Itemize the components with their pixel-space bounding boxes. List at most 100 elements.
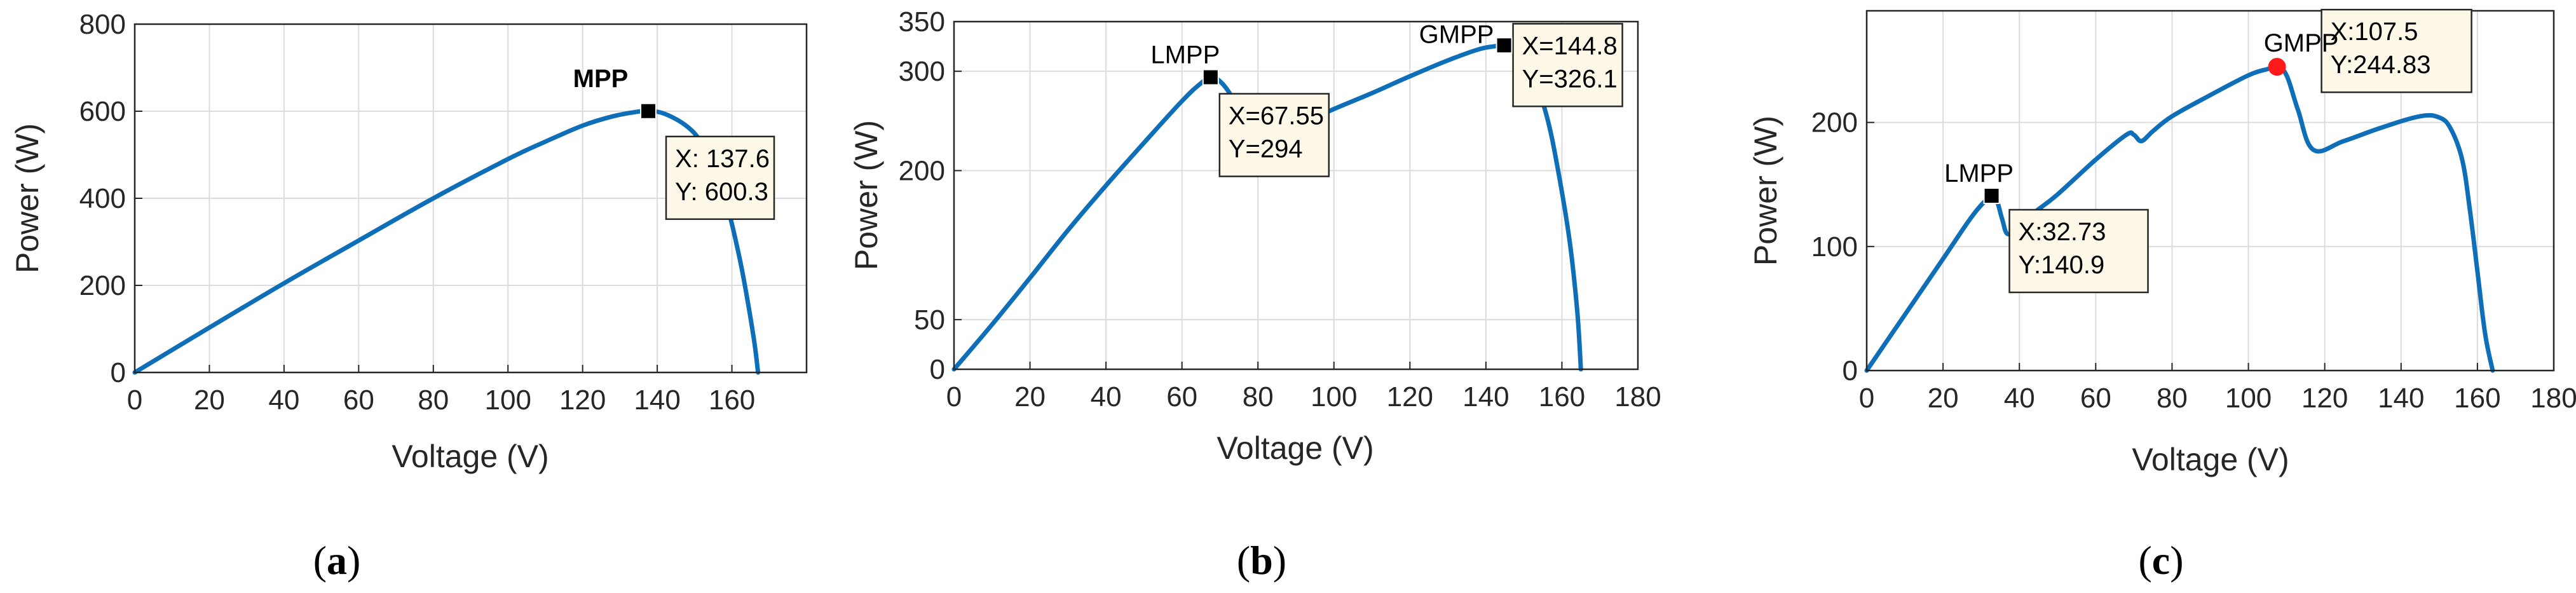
xtick-label: 180 bbox=[1614, 381, 1661, 412]
peak-marker-square bbox=[1496, 37, 1513, 54]
xtick-label: 120 bbox=[2301, 383, 2348, 414]
pv-curve-line bbox=[132, 109, 761, 375]
xtick-label: 20 bbox=[1928, 383, 1959, 414]
datatip-text: Y=294 bbox=[1229, 135, 1303, 163]
datatip-box bbox=[2008, 208, 2149, 294]
datatip: X: 137.6 Y: 600.3 bbox=[665, 135, 775, 221]
ytick-label: 50 bbox=[914, 304, 945, 336]
xtick-label: 180 bbox=[2530, 383, 2576, 414]
ticks-c: 0 20 40 60 80 100 120 140 160 180 0 100 200 bbox=[1811, 107, 2576, 414]
xtick-label: 40 bbox=[2004, 383, 2035, 414]
datatip-text: X:107.5 bbox=[2331, 18, 2418, 46]
xtick-label: 0 bbox=[127, 385, 142, 416]
datatip-text: Y:140.9 bbox=[2019, 251, 2105, 279]
axes-box bbox=[1865, 10, 2555, 372]
panel-a: 0 20 40 60 80 100 120 140 160 0 200 400 600 800 X: 13… bbox=[10, 9, 808, 583]
datatip-box bbox=[1218, 93, 1330, 177]
peak-label: GMPP bbox=[1419, 20, 1494, 48]
peak-marker-square bbox=[1202, 69, 1219, 86]
ytick-label: 0 bbox=[930, 354, 945, 385]
datatip-text: Y=326.1 bbox=[1522, 65, 1618, 93]
xtick-label: 140 bbox=[1462, 381, 1509, 412]
ylabel-b: Power (W) bbox=[848, 120, 884, 270]
xtick-label: 60 bbox=[343, 385, 374, 416]
ytick-label: 200 bbox=[1811, 107, 1858, 139]
xtick-label: 140 bbox=[634, 385, 680, 416]
datatip-text: X:32.73 bbox=[2019, 218, 2106, 246]
xtick-label: 100 bbox=[485, 385, 531, 416]
panel-label-a: (a) bbox=[313, 538, 361, 583]
ticks-b: 0 20 40 60 80 100 120 140 160 180 0 50 200 300 350 bbox=[899, 6, 1661, 412]
panel-label-c: (c) bbox=[2138, 538, 2183, 583]
peak-marker-square bbox=[1983, 187, 2000, 205]
peak-label: MPP bbox=[573, 65, 629, 93]
grid-c bbox=[1866, 11, 2554, 371]
xtick-label: 80 bbox=[1243, 381, 1274, 412]
peak-marker-square bbox=[640, 102, 657, 119]
ytick-label: 100 bbox=[1811, 231, 1858, 262]
xtick-label: 140 bbox=[2378, 383, 2424, 414]
datatip-text: X=67.55 bbox=[1229, 102, 1324, 130]
ytick-label: 200 bbox=[79, 270, 126, 301]
ytick-label: 600 bbox=[79, 96, 126, 127]
xtick-label: 80 bbox=[2157, 383, 2188, 414]
datatip: X=67.55 Y=294 bbox=[1218, 93, 1330, 177]
xtick-label: 160 bbox=[2454, 383, 2500, 414]
xtick-label: 0 bbox=[946, 381, 962, 412]
ytick-label: 800 bbox=[79, 9, 126, 40]
axes-c bbox=[1865, 10, 2555, 372]
ytick-label: 200 bbox=[899, 155, 945, 186]
xtick-label: 40 bbox=[1091, 381, 1122, 412]
curve-a bbox=[132, 109, 761, 375]
xtick-label: 20 bbox=[1014, 381, 1046, 412]
peak-label: GMPP bbox=[2264, 29, 2339, 57]
xtick-label: 100 bbox=[2225, 383, 2272, 414]
ticks-a: 0 20 40 60 80 100 120 140 160 0 200 400 600 800 bbox=[79, 9, 756, 416]
markers-b: X=67.55 Y=294 LMPP X=144.8 Y=326.1 GMPP bbox=[1150, 20, 1623, 177]
datatip-box bbox=[665, 135, 775, 221]
axes-b bbox=[953, 20, 1639, 371]
ylabel-c: Power (W) bbox=[1748, 116, 1783, 266]
panel-letter-b: b bbox=[1250, 538, 1273, 583]
xlabel-b: Voltage (V) bbox=[1216, 430, 1373, 466]
xlabel-c: Voltage (V) bbox=[2132, 442, 2289, 477]
datatip-text: X: 137.6 bbox=[675, 145, 770, 173]
datatip: X:107.5 Y:244.83 bbox=[2320, 8, 2472, 93]
xtick-label: 160 bbox=[1539, 381, 1585, 412]
peak-label: LMPP bbox=[1150, 41, 1220, 69]
ytick-label: 350 bbox=[899, 6, 945, 37]
markers-a: X: 137.6 Y: 600.3 MPP bbox=[573, 65, 775, 221]
peak-label: LMPP bbox=[1944, 160, 2014, 187]
ytick-label: 0 bbox=[111, 357, 126, 388]
ytick-label: 300 bbox=[899, 56, 945, 87]
ytick-label: 0 bbox=[1843, 355, 1858, 386]
xtick-label: 160 bbox=[709, 385, 755, 416]
xtick-label: 60 bbox=[1166, 381, 1197, 412]
datatip-box bbox=[2320, 8, 2472, 93]
xtick-label: 40 bbox=[268, 385, 299, 416]
datatip-text: X=144.8 bbox=[1522, 32, 1618, 60]
xtick-label: 60 bbox=[2080, 383, 2111, 414]
datatip-text: Y:244.83 bbox=[2331, 51, 2431, 79]
datatip-box bbox=[1512, 23, 1623, 107]
panel-letter-a: a bbox=[327, 538, 347, 583]
datatip: X:32.73 Y:140.9 bbox=[2008, 208, 2149, 294]
panel-label-b: (b) bbox=[1237, 538, 1286, 583]
xtick-label: 0 bbox=[1859, 383, 1874, 414]
xtick-label: 120 bbox=[559, 385, 606, 416]
xtick-label: 100 bbox=[1311, 381, 1357, 412]
axes-box bbox=[953, 20, 1639, 371]
xtick-label: 120 bbox=[1387, 381, 1433, 412]
ytick-label: 400 bbox=[79, 183, 126, 214]
xtick-label: 20 bbox=[194, 385, 225, 416]
datatip-text: Y: 600.3 bbox=[675, 178, 768, 206]
xtick-label: 80 bbox=[418, 385, 449, 416]
peak-marker-circle bbox=[2268, 58, 2286, 76]
xlabel-a: Voltage (V) bbox=[392, 439, 549, 474]
panel-c: 0 20 40 60 80 100 120 140 160 180 0 100 200 X:32.73 Y… bbox=[1748, 8, 2576, 583]
ylabel-a: Power (W) bbox=[10, 123, 45, 273]
panel-letter-c: c bbox=[2152, 538, 2170, 583]
panel-b: 0 20 40 60 80 100 120 140 160 180 0 50 200 300 350 X=6… bbox=[848, 6, 1661, 583]
